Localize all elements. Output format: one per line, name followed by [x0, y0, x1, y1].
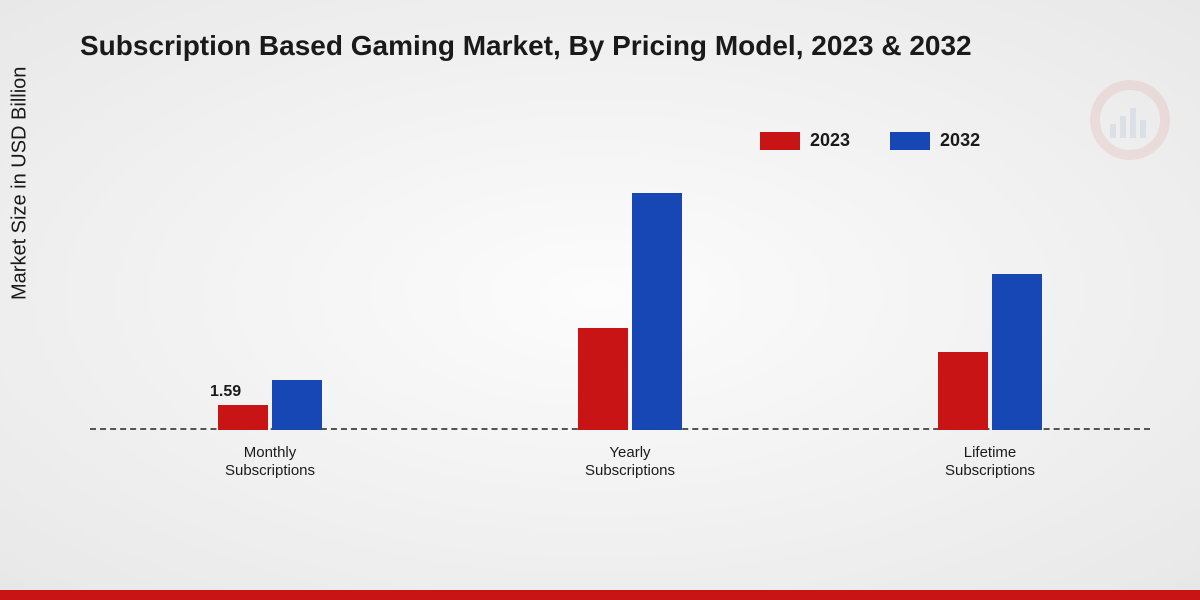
bar-group-lifetime: [890, 274, 1090, 430]
legend-item-2023: 2023: [760, 130, 850, 151]
bar-group-monthly: [170, 380, 370, 430]
y-axis-label: Market Size in USD Billion: [9, 67, 32, 300]
bar-yearly-2032: [632, 193, 682, 431]
bar-lifetime-2032: [992, 274, 1042, 430]
bar-monthly-2023: [218, 405, 268, 430]
watermark-logo: [1090, 80, 1170, 160]
bottom-accent-bar: [0, 590, 1200, 600]
value-label-monthly-2023: 1.59: [210, 383, 241, 401]
category-label-yearly: Yearly Subscriptions: [530, 444, 730, 480]
bar-group-yearly: [530, 193, 730, 431]
legend-swatch-2032: [890, 132, 930, 150]
chart-title: Subscription Based Gaming Market, By Pri…: [80, 30, 972, 62]
category-label-line: Subscriptions: [225, 462, 315, 479]
category-label-line: Monthly: [244, 444, 297, 461]
category-label-line: Subscriptions: [585, 462, 675, 479]
category-label-line: Lifetime: [964, 444, 1017, 461]
category-label-line: Yearly: [609, 444, 650, 461]
legend-label-2023: 2023: [810, 130, 850, 151]
legend: 2023 2032: [760, 130, 980, 151]
legend-swatch-2023: [760, 132, 800, 150]
bar-yearly-2023: [578, 328, 628, 430]
category-label-monthly: Monthly Subscriptions: [170, 444, 370, 480]
legend-item-2032: 2032: [890, 130, 980, 151]
legend-label-2032: 2032: [940, 130, 980, 151]
bar-lifetime-2023: [938, 352, 988, 430]
plot-area: 1.59 Monthly Subscriptions Yearly Subscr…: [90, 180, 1150, 480]
category-label-lifetime: Lifetime Subscriptions: [890, 444, 1090, 480]
bar-monthly-2032: [272, 380, 322, 430]
chart-container: Subscription Based Gaming Market, By Pri…: [0, 0, 1200, 590]
category-label-line: Subscriptions: [945, 462, 1035, 479]
